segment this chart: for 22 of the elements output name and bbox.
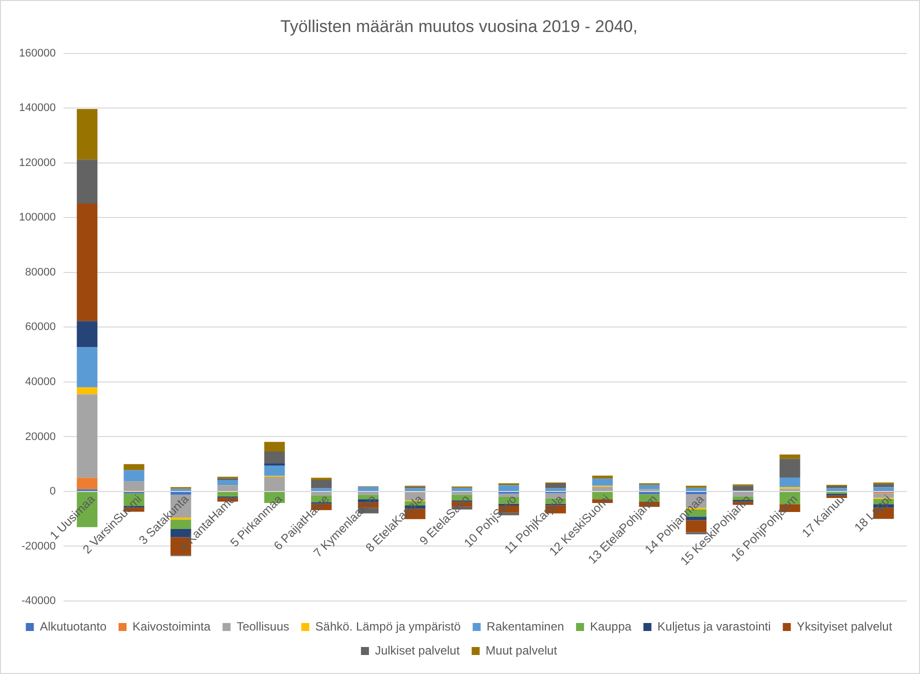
y-tick-label: 0 <box>50 486 56 498</box>
y-tick-label: 160000 <box>18 47 56 60</box>
legend-label: Kuljetus ja varastointi <box>657 619 771 634</box>
y-tick-label: 20000 <box>25 430 56 443</box>
legend-label: Sähkö. Lämpö ja ympäristö <box>315 619 461 634</box>
legend-label: Yksityiset palvelut <box>796 619 893 634</box>
y-tick-label: -20000 <box>21 540 56 552</box>
y-tick-label: 60000 <box>25 321 56 334</box>
legend-label: Teollisuus <box>236 619 290 634</box>
legend-label: Rakentaminen <box>486 619 564 634</box>
y-tick-label: 120000 <box>18 156 56 169</box>
y-tick-label: 80000 <box>25 266 56 278</box>
legend-label: Muut palvelut <box>486 643 558 658</box>
y-tick-label: 100000 <box>18 212 56 224</box>
chart-title: Työllisten määrän muutos vuosina 2019 - 2040, <box>280 16 638 36</box>
legend-label: Kaivostoiminta <box>132 619 211 634</box>
y-tick-label: 140000 <box>18 102 56 114</box>
legend-label: Kauppa <box>590 619 632 634</box>
y-tick-label: -40000 <box>21 595 56 608</box>
legend-label: Alkutuotanto <box>40 619 107 634</box>
y-tick-label: 40000 <box>25 376 56 388</box>
legend-label: Julkiset palvelut <box>374 643 460 658</box>
